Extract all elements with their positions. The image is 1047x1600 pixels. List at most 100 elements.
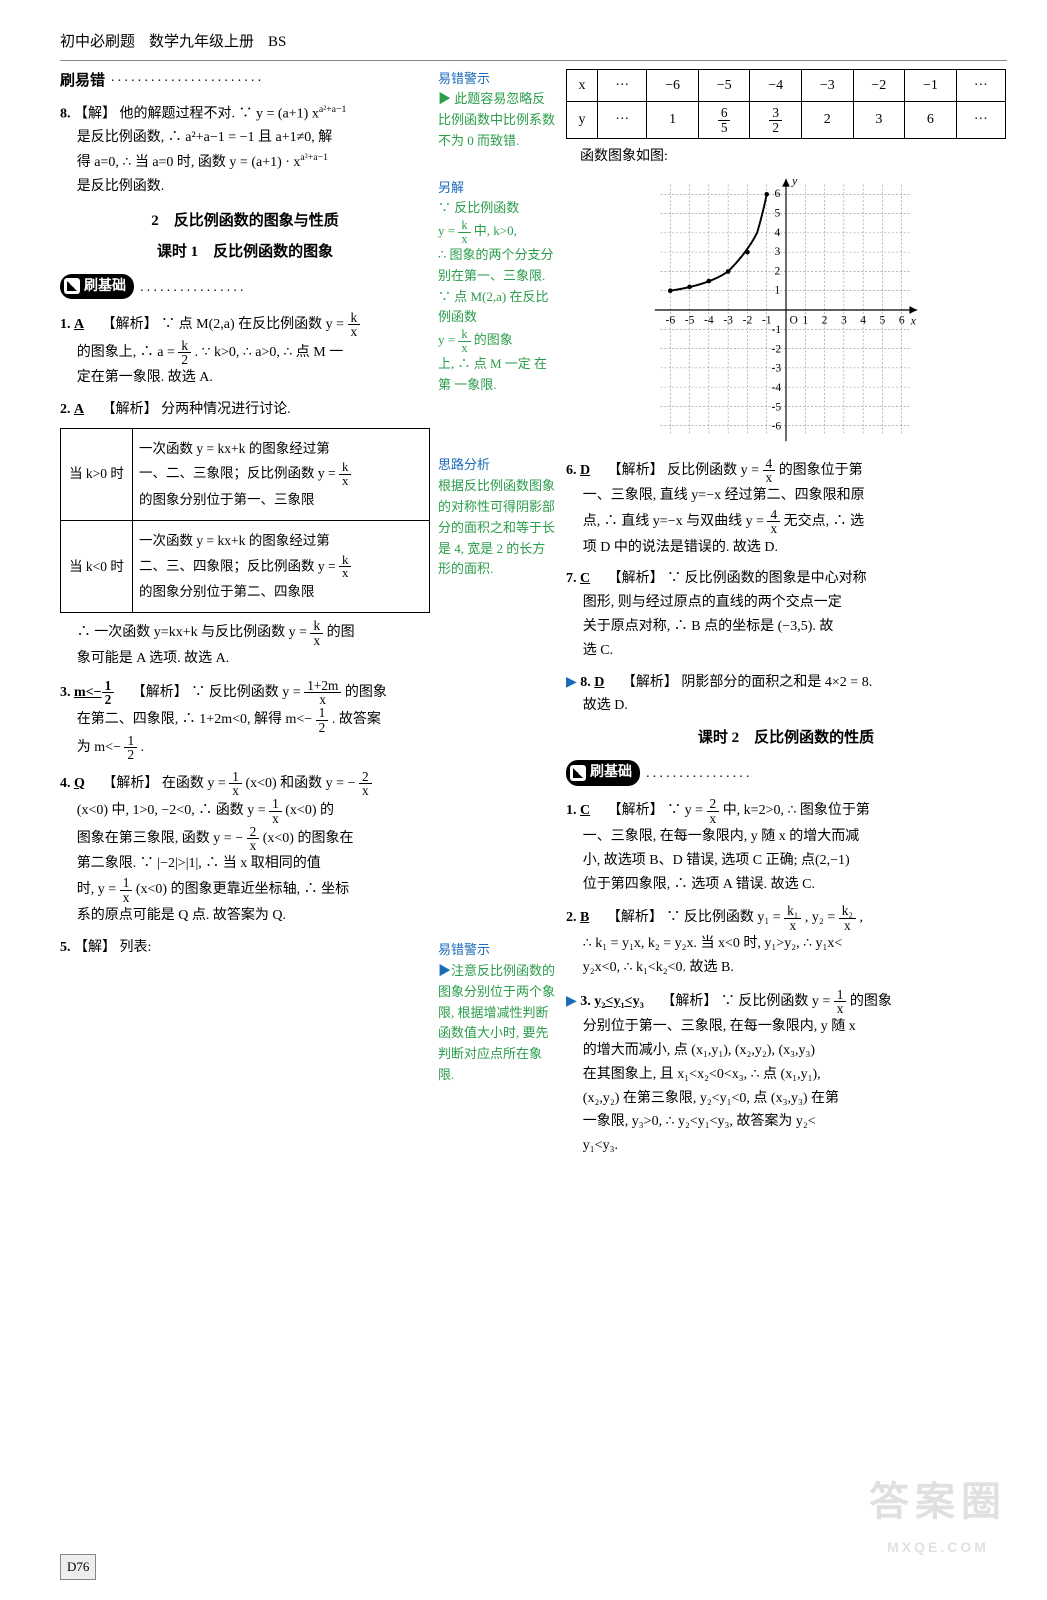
svg-text:2: 2 [822,313,828,326]
left-q5: 5. 【解】 列表: [60,936,430,960]
page-header: 初中必刷题 数学九年级上册 BS [60,30,1007,61]
right-p3: ▶ 3. y₂<y₁<y₃ 【解析】 ∵ 反比例函数 y = 1x 的图象 分别… [566,988,1006,1158]
p3-t5: (x₂,y₂) 在第三象限, y₂<y₁<0, 点 (x₃,y₃) 在第 [583,1091,839,1106]
rq8-ans: D [594,675,604,690]
svg-text:5: 5 [774,206,780,219]
hdr-c: BS [268,30,286,56]
wm-b: MXQE.COM [869,1536,1007,1560]
mid-s1h: 易错警示 [438,69,558,90]
function-graph: -6-5-4 -3-2-1 123 456 123 456 -1-2-3 -4-… [626,175,946,445]
p1-t1: ∵ y = [667,803,703,818]
graph-label: 函数图象如图: [580,145,1006,169]
frac-1x-a: 1x [229,770,242,798]
frac-2x: 2x [707,797,720,825]
q1-t2: 的图象上, ∴ a = [77,345,175,360]
q4-t1b: (x<0) 和函数 y = − [245,776,355,791]
q2-conc2: 的图 [327,625,355,640]
case-k-pos: 当 k>0 时 [61,428,133,520]
svg-text:x: x [910,314,917,327]
q1-ans: A [74,317,84,332]
xy-cell: −2 [853,69,905,102]
frac-half-1: 12 [316,706,329,734]
xy-cell: ··· [956,69,1005,102]
frac-1x-b: 1x [269,797,282,825]
p2-label: 【解析】 [607,910,663,925]
p3-t7: y₁<y₃. [583,1138,618,1153]
q4-t1: 在函数 y = [162,776,226,791]
wm-a: 答案圈 [869,1480,1007,1524]
svg-text:-2: -2 [743,313,753,326]
case-k-neg: 当 k<0 时 [61,521,133,613]
case-k-neg-body: 一次函数 y = kx+k 的图象经过第 二、三、四象限；反比例函数 y = k… [133,521,430,613]
right-q6: 6. D 【解析】 反比例函数 y = 4x 的图象位于第 一、三象限, 直线 … [566,457,1006,560]
svg-text:1: 1 [774,283,780,296]
rq8-num: 8. [580,675,591,690]
q8-num: 8. [60,107,71,122]
page-columns: 刷易错 ······················· 8. 【解】 他的解题过… [60,69,1007,1549]
left-q2: 2. A 【解析】 分两种情况进行讨论. 当 k>0 时 一次函数 y = kx… [60,398,430,671]
q2-num: 2. [60,402,71,417]
p3-t6: 一象限, y₃>0, ∴ y₂<y₁<y₃, 故答案为 y₂< [583,1114,816,1129]
p1-label: 【解析】 [608,803,664,818]
p1-num: 1. [566,803,577,818]
q4-t3b: (x<0) 的图象在 [263,831,354,846]
q6-ans: D [580,463,590,478]
svg-text:3: 3 [774,245,780,258]
q6-label: 【解析】 [608,463,664,478]
p1-t2: 一、三象限, 在每一象限内, y 随 x 的增大而减 [583,829,860,844]
mid-s4h: 易错警示 [438,940,558,961]
badge-jichu-r-text: 刷基础 [590,761,632,785]
p3-t1b: 的图象 [850,994,892,1009]
watermark: 答案圈 MXQE.COM [869,1468,1007,1560]
q2-conc1: ∴ 一次函数 y=kx+k 与反比例函数 y = [77,625,307,640]
xy-cell: 32 [750,102,802,139]
q1-t3: 定在第一象限. 故选 A. [77,370,213,385]
q6-t3b: 无交点, ∴ 选 [784,514,865,529]
table-row: x ··· −6 −5 −4 −3 −2 −1 ··· [567,69,1006,102]
q1-t1: ∵ 点 M(2,a) 在反比例函数 y = [161,317,344,332]
arrow-icon: ▶ [566,994,577,1009]
q5-t: 列表: [120,940,152,955]
q6-num: 6. [566,463,577,478]
badge-jichu-text: 刷基础 [84,275,126,299]
q5-label: 【解】 [74,940,116,955]
right-p1: 1. C 【解析】 ∵ y = 2x 中, k=2>0, ∴ 图象位于第 一、三… [566,797,1006,896]
frac-2x-a: 2x [359,770,372,798]
svg-text:6: 6 [774,187,780,200]
q3-t1: ∵ 反比例函数 y = [191,685,300,700]
q8-t2: 是反比例函数, ∴ a²+a−1 = −1 且 a+1≠0, 解 [77,130,333,145]
p2-t3: y₂x<0, ∴ k₁<k₂<0. 故选 B. [583,960,734,975]
q7-t2: 图形, 则与经过原点的直线的两个交点一定 [583,595,842,610]
r2b: 二、三、四象限；反比例函数 y = [139,558,336,573]
q4-ans: Q [74,776,85,791]
table-row: 当 k>0 时 一次函数 y = kx+k 的图象经过第 一、二、三象限；反比例… [61,428,430,520]
mid-s1: ▶ 此题容易忽略反比例函数中比例系数不为 0 而致错. [438,89,558,151]
xy-cell: x [567,69,598,102]
svg-text:-2: -2 [772,342,782,355]
p3-label: 【解析】 [661,994,717,1009]
xy-cell: ··· [956,102,1005,139]
q8-exp1: a²+a−1 [319,104,347,115]
left-q4: 4. Q 【解析】 在函数 y = 1x (x<0) 和函数 y = − 2x … [60,770,430,928]
q4-num: 4. [60,776,71,791]
q3-t2: 在第二、四象限, ∴ 1+2m<0, 解得 m<− [77,712,312,727]
frac-k-x: kx [348,311,361,339]
badge-jichu-r-inner: 刷基础 [566,760,640,786]
mid-s2h: 另解 [438,178,558,199]
svg-text:-4: -4 [704,313,714,326]
mid-s3h: 思路分析 [438,455,558,476]
p3-t3: 的增大而减小, 点 (x₁,y₁), (x₂,y₂), (x₃,y₃) [583,1043,815,1058]
dots: ······················· [105,74,264,89]
q8-t3: 得 a=0, ∴ 当 a=0 时, 函数 y = (a+1) · x [77,155,301,170]
q3-t3b: . [141,740,145,755]
xy-cell: −1 [905,69,957,102]
q8-label: 【解】 [74,107,116,122]
q2-ans: A [74,402,84,417]
frac-k2x: k₂x [839,904,856,932]
xy-cell: ··· [598,102,647,139]
q4-t5b: (x<0) 的图象更靠近坐标轴, ∴ 坐标 [136,882,349,897]
left-q3: 3. m<−12 【解析】 ∵ 反比例函数 y = 1+2mx 的图象 在第二、… [60,679,430,762]
p1-t3: 小, 故选项 B、D 错误, 选项 C 正确; 点(2,−1) [583,853,850,868]
frac-half-2: 12 [124,734,137,762]
mid-s4: ▶注意反比例函数的图象分别位于两个象限, 根据增减性判断函数值大小时, 要先判断… [438,961,558,1086]
